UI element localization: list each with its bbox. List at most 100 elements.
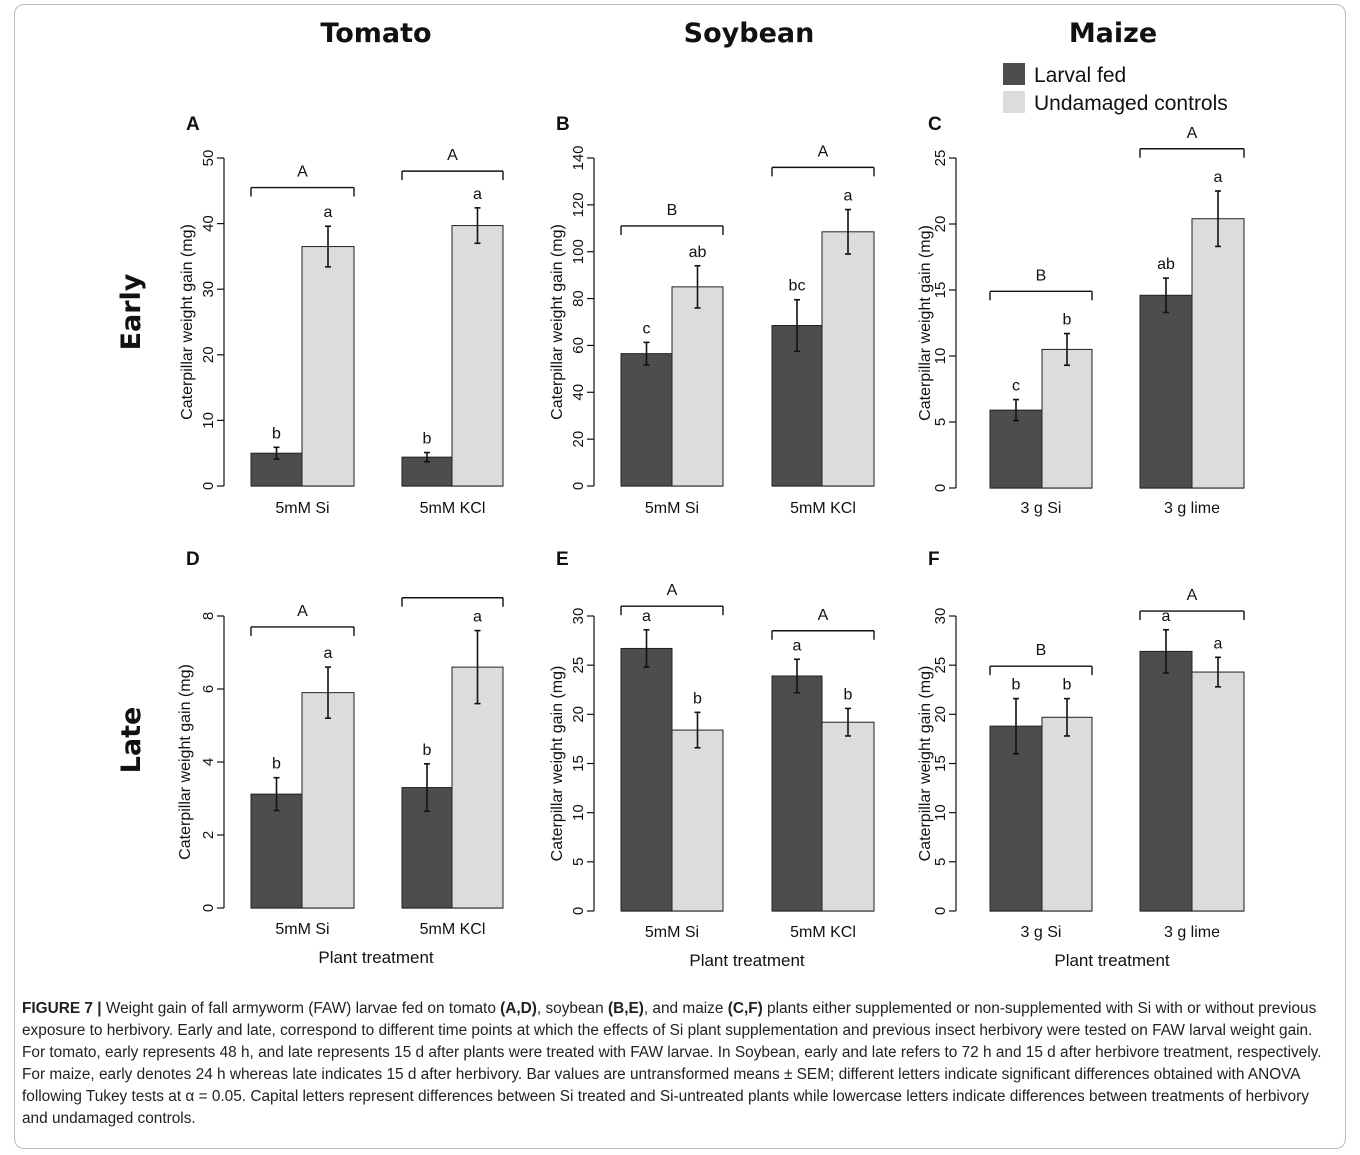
y-tick-label: 30 [570,608,587,625]
y-tick-label: 100 [570,239,587,264]
y-tick-label: 80 [570,290,587,307]
significance-letter: b [693,690,702,707]
panel-label-b: B [556,114,570,135]
y-tick-label: 5 [932,418,949,426]
y-tick-label: 25 [570,657,587,674]
y-tick-label: 15 [570,755,587,772]
y-tick-label: 2 [200,831,217,839]
y-tick-label: 10 [932,804,949,821]
figure-label: FIGURE 7 | [22,1000,102,1017]
category-label: 3 g lime [1164,500,1220,517]
bar-undamaged [451,666,504,909]
category-label: 3 g Si [1021,500,1062,517]
bar-undamaged [1041,348,1093,489]
y-tick-label: 20 [932,706,949,723]
bar-undamaged [1191,671,1245,912]
y-tick-label: 25 [932,657,949,674]
category-label: 5mM Si [645,500,699,517]
significance-letter: b [1012,677,1021,694]
category-label: 5mM Si [645,924,699,941]
y-axis-label-b: Caterpillar weight gain (mg) [549,224,566,420]
significance-letter: a [324,645,333,662]
group-letter: A [818,607,829,624]
category-label: 3 g lime [1164,924,1220,941]
significance-letter: a [1162,608,1171,625]
significance-letter: b [272,425,281,442]
category-label: 5mM Si [275,921,329,938]
bar-larval-fed [620,647,673,912]
y-axis-label-e: Caterpillar weight gain (mg) [549,666,566,862]
y-tick-label: 15 [932,282,949,299]
group-letter: B [1036,642,1047,659]
bar-undamaged [1191,218,1245,489]
bar-larval-fed [1139,650,1193,912]
x-axis-label-e: Plant treatment [689,951,805,970]
y-tick-label: 10 [932,348,949,365]
legend-label-undamaged: Undamaged controls [1034,92,1228,115]
y-axis-label-c: Caterpillar weight gain (mg) [917,225,934,421]
significance-letter: c [1012,378,1020,395]
significance-letter: b [844,686,853,703]
y-tick-label: 25 [932,150,949,167]
x-axis-label-f: Plant treatment [1054,951,1170,970]
y-tick-label: 0 [932,484,949,492]
caption-text: , soybean [536,1000,608,1017]
group-letter: A [297,603,308,620]
caption-panel-ref: (C,F) [727,1000,763,1017]
legend-swatch-undamaged [1003,91,1025,113]
y-tick-label: 0 [570,907,587,915]
bar-undamaged [451,225,504,487]
bar-larval-fed [620,353,673,487]
bar-larval-fed [989,725,1043,912]
row-title-early: Early [116,273,147,350]
y-tick-label: 140 [570,145,587,170]
group-letter: B [1036,267,1047,284]
significance-letter: b [1063,312,1072,329]
significance-letter: c [643,320,651,337]
y-tick-label: 50 [200,150,217,167]
y-tick-label: 20 [200,346,217,363]
category-label: 5mM KCl [420,500,486,517]
category-label: 5mM Si [275,500,329,517]
legend: Larval fed Undamaged controls [1003,63,1228,115]
significance-letter: b [423,431,432,448]
group-letter: A [1187,587,1198,604]
row-title-late: Late [116,707,147,774]
panel-label-e: E [556,549,569,570]
significance-letter: a [473,609,482,626]
caption-panel-ref: (B,E) [607,1000,644,1017]
significance-letter: a [1214,169,1223,186]
bar-larval-fed [771,325,823,487]
y-axis-label-a: Caterpillar weight gain (mg) [179,224,196,420]
y-axis-label-d: Caterpillar weight gain (mg) [177,664,194,860]
panel-label-f: F [928,549,940,570]
figure-canvas: Tomato Soybean Maize Early Late Larval f… [116,18,1245,970]
significance-letter: a [642,608,651,625]
bar-undamaged [821,721,875,912]
bar-larval-fed [771,675,823,912]
column-title-maize: Maize [1069,18,1157,49]
y-tick-label: 20 [570,431,587,448]
panel-label-a: A [186,114,200,135]
figure-caption: FIGURE 7 | Weight gain of fall armyworm … [22,998,1332,1130]
y-tick-label: 15 [932,755,949,772]
caption-text: Weight gain of fall armyworm (FAW) larva… [101,1000,501,1017]
y-tick-label: 40 [200,215,217,232]
caption-text: plants either supplemented or non-supple… [22,1000,1322,1127]
x-axis-label-d: Plant treatment [318,948,434,967]
group-letter: A [447,147,458,164]
y-tick-label: 5 [570,858,587,866]
significance-letter: b [423,742,432,759]
y-tick-label: 0 [200,904,217,912]
y-tick-label: 0 [200,482,217,490]
y-tick-label: 60 [570,337,587,354]
significance-letter: a [473,186,482,203]
y-tick-label: 8 [200,612,217,620]
caption-text: , and maize [643,1000,728,1017]
significance-letter: ab [1157,256,1175,273]
significance-letter: a [1214,635,1223,652]
legend-swatch-larval-fed [1003,63,1025,85]
bar-larval-fed [1139,294,1193,489]
significance-letter: b [1063,677,1072,694]
